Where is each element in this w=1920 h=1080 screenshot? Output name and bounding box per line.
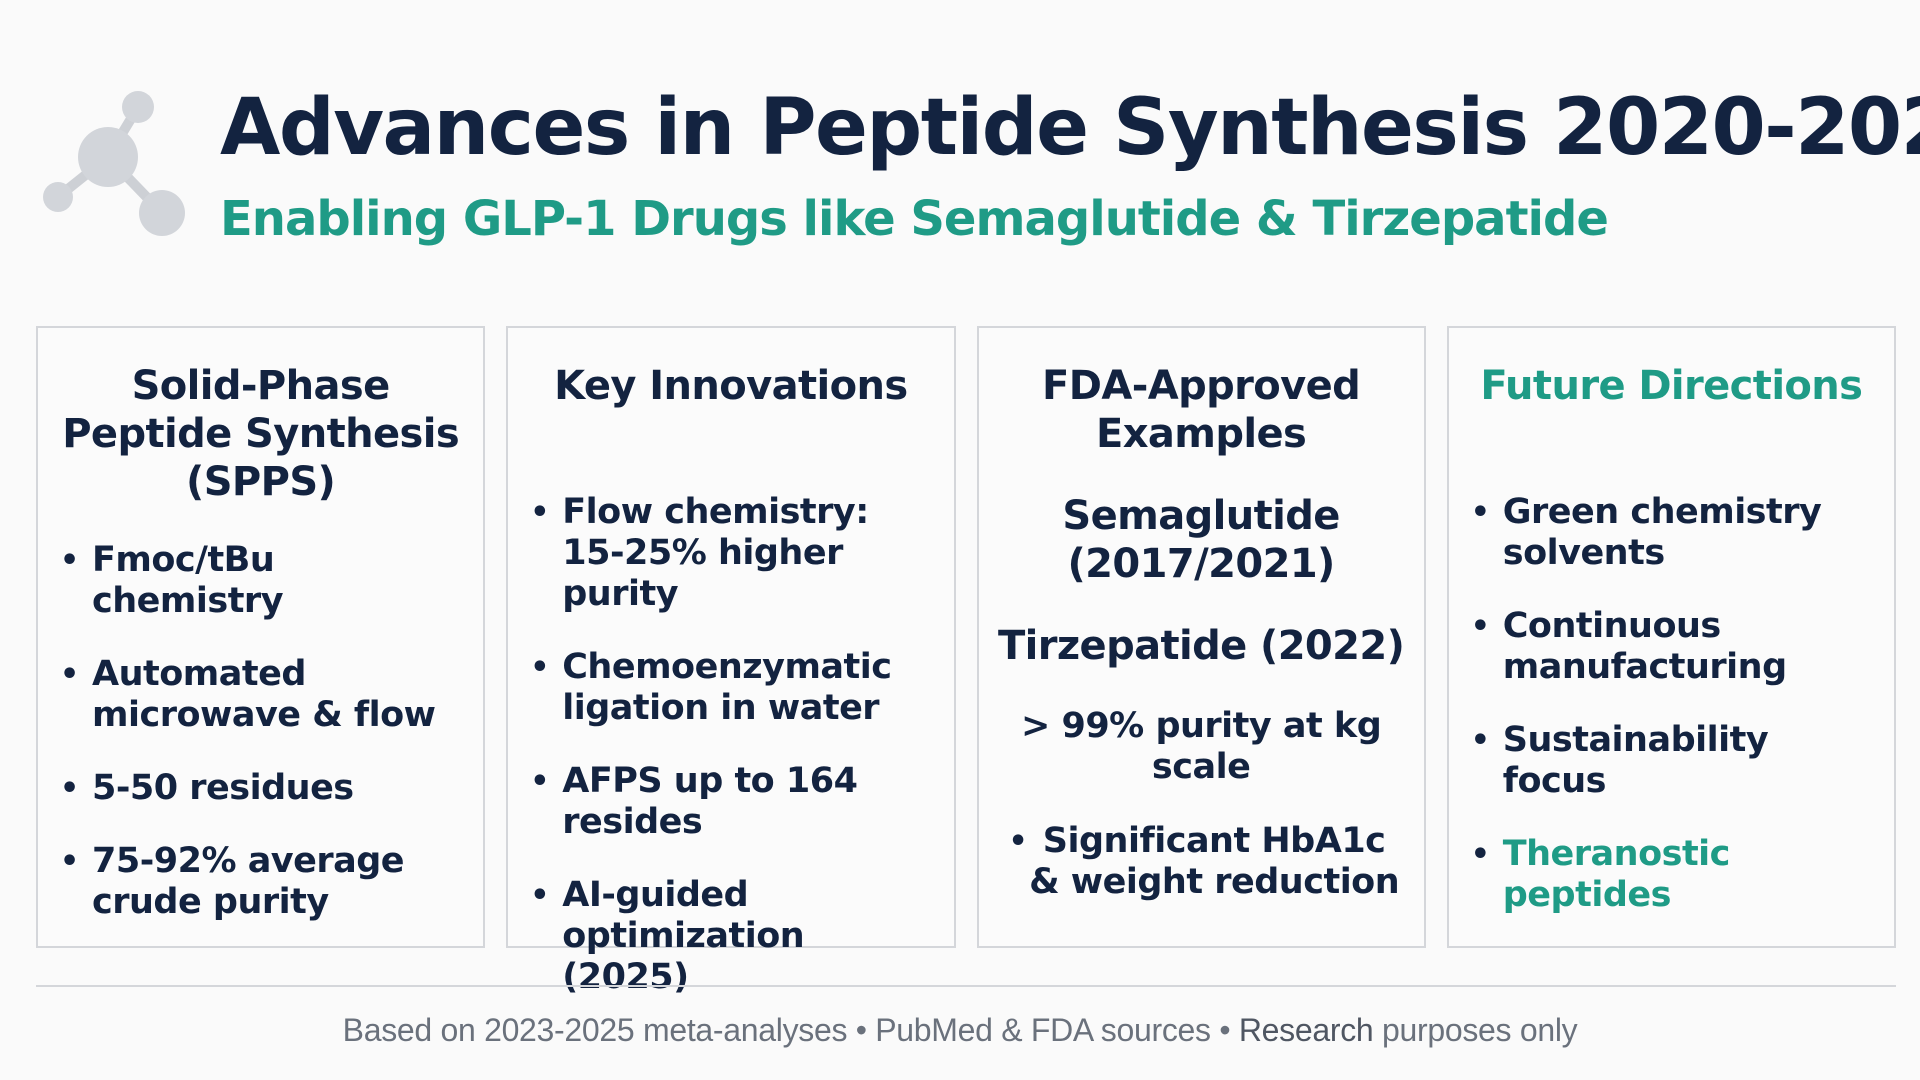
- card-title: Key Innovations: [554, 363, 908, 409]
- footer-tail: purposes only: [1373, 1012, 1578, 1048]
- list-item: Flow chemistry: 15-25% higher purity: [526, 492, 935, 615]
- molecule-icon: [43, 91, 185, 236]
- list-item: Automated microwave & flow: [56, 654, 465, 736]
- purity-note: > 99% purity at kg scale: [1020, 706, 1382, 787]
- list-item: Significant HbA1c & weight reduction: [997, 821, 1406, 903]
- footer-strong: Research: [1238, 1012, 1374, 1048]
- list-item: 75-92% average crude purity: [56, 841, 465, 923]
- card-spps: Solid-Phase Peptide Synthesis (SPPS) Fmo…: [36, 326, 486, 948]
- footer-divider: [36, 985, 1896, 987]
- list-item: AI-guided optimization (2025): [526, 875, 935, 998]
- card-title: FDA-Approved Examples: [1042, 363, 1361, 457]
- list-item: Fmoc/tBu chemistry: [56, 540, 465, 622]
- card-fda-examples: FDA-Approved Examples Semaglutide (2017/…: [976, 326, 1426, 948]
- header: Advances in Peptide Synthesis 2020-2026 …: [0, 0, 1920, 280]
- cards-row: Solid-Phase Peptide Synthesis (SPPS) Fmo…: [36, 326, 1896, 997]
- card-future-directions: Future Directions Green chemistry solven…: [1446, 326, 1896, 948]
- list-item: Green chemistry solvents: [1467, 492, 1876, 574]
- page-subtitle: Enabling GLP-1 Drugs like Semaglutide & …: [220, 191, 1609, 247]
- list-item: 5-50 residues: [56, 768, 465, 809]
- list-item: Chemoenzymatic ligation in water: [526, 647, 935, 729]
- bullet-list: Fmoc/tBu chemistry Automated microwave &…: [56, 540, 465, 923]
- list-item: Sustainability focus: [1467, 720, 1876, 802]
- list-item: Continuous manufacturing: [1467, 606, 1876, 688]
- page-title: Advances in Peptide Synthesis 2020-2026: [220, 83, 1920, 173]
- bullet-list: Flow chemistry: 15-25% higher purity Che…: [526, 492, 935, 998]
- tirzepatide-label: Tirzepatide (2022): [997, 623, 1405, 669]
- footer: Based on 2023-2025 meta-analyses • PubMe…: [0, 1012, 1920, 1049]
- list-item: Theranostic peptides: [1467, 834, 1876, 916]
- semaglutide-label: Semaglutide (2017/2021): [1062, 493, 1340, 587]
- bullet-list: Green chemistry solvents Continuous manu…: [1467, 492, 1876, 916]
- card-title: Solid-Phase Peptide Synthesis (SPPS): [62, 363, 460, 505]
- footer-text: Based on 2023-2025 meta-analyses • PubMe…: [342, 1012, 1239, 1048]
- list-item: AFPS up to 164 resides: [526, 761, 935, 843]
- card-key-innovations: Key Innovations Flow chemistry: 15-25% h…: [506, 326, 956, 997]
- card-title: Future Directions: [1480, 363, 1863, 409]
